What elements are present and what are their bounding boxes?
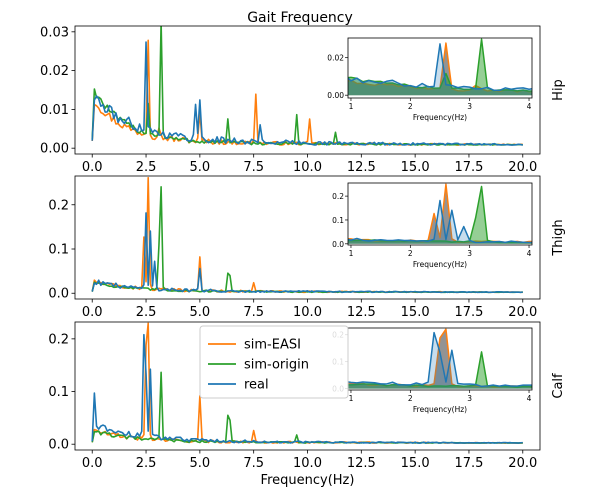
x-tick-label: 7.5 [243,305,264,320]
legend-label-sim-EASI: sim-EASI [244,338,301,353]
inset-x-tick-label: 4 [527,102,532,111]
inset-x-tick-label: 1 [349,249,354,258]
x-tick-label: 5.0 [190,456,211,471]
series-group [91,176,523,294]
x-tick-label: 7.5 [243,456,264,471]
inset-series-group [348,183,532,244]
y-tick-label: 0.2 [48,332,69,347]
inset-y-tick-label: 0.0 [332,240,344,249]
inset-x-tick-label: 3 [467,249,472,258]
x-tick-label: 12.5 [347,456,376,471]
inset-frame [347,37,533,99]
inset-line-real [348,199,532,244]
x-tick-label: 10.0 [293,305,322,320]
legend-label-real: real [244,378,269,393]
legend-box [199,325,349,399]
y-tick-label: 0.00 [40,142,69,157]
y-tick-label: 0.02 [40,64,69,79]
x-tick-label: 20.0 [508,160,537,175]
inset-x-tick-label: 3 [467,394,472,403]
inset-x-tick-label: 1 [349,394,354,403]
inset-y-tick-label: 0.2 [332,192,344,201]
figure-title: Gait Frequency [247,10,353,26]
y-tick-label: 0.0 [48,287,69,302]
x-tick-label: 7.5 [243,160,264,175]
inset-x-tick-label: 4 [527,249,532,258]
x-tick-label: 17.5 [454,305,483,320]
x-axis-label: Frequency(Hz) [261,473,355,488]
inset-x-axis-label: Frequency(Hz) [413,260,467,269]
inset-area-real [348,43,532,96]
inset-x-axis-label: Frequency(Hz) [413,113,467,122]
inset-x-tick-label: 4 [527,394,532,403]
inset-series-group [348,38,532,96]
inset-line-real [348,43,532,92]
y-tick-label: 0.0 [48,438,69,453]
x-tick-label: 10.0 [293,160,322,175]
x-tick-label: 2.5 [136,305,157,320]
inset-hip: 1 2 3 4 0.00 0.02 Frequency(Hz) [327,37,533,122]
x-tick-label: 12.5 [347,160,376,175]
panels: 0.0 2.5 5.0 7.5 10.0 12.5 15.0 17.5 20.00.000.01… [40,25,566,471]
x-tick-label: 15.0 [401,160,430,175]
inset-y-tick-label: 0.00 [327,91,344,100]
inset-area-real [348,332,532,389]
y-tick-label: 0.2 [48,198,69,213]
series-group [91,26,523,146]
x-tick-label: 0.0 [82,456,103,471]
series-line-real [91,333,523,444]
y-tick-label: 0.1 [48,243,69,258]
inset-line-sim-origin [348,351,532,389]
x-tick-label: 2.5 [136,456,157,471]
x-tick-label: 0.0 [82,305,103,320]
x-tick-label: 15.0 [401,456,430,471]
inset-line-sim-origin [348,38,532,92]
legend-label-sim-origin: sim-origin [244,358,309,373]
x-tick-label: 5.0 [190,305,211,320]
inset-x-axis-label: Frequency(Hz) [413,405,467,414]
inset-y-tick-label: 0.02 [327,54,344,63]
inset-area-real [348,200,532,244]
y-tick-label: 0.1 [48,385,69,400]
inset-y-tick-label: 0.1 [332,216,344,225]
x-tick-label: 5.0 [190,160,211,175]
x-tick-label: 20.0 [508,305,537,320]
inset-line-real [348,331,532,388]
x-tick-label: 10.0 [293,456,322,471]
series-line-real [91,41,523,146]
inset-frame [347,182,533,246]
inset-series-group [348,328,532,389]
inset-x-tick-label: 3 [467,102,472,111]
x-tick-label: 12.5 [347,305,376,320]
x-tick-label: 15.0 [401,305,430,320]
panel-thigh: 0.0 2.5 5.0 7.5 10.0 12.5 15.0 17.5 20.00.00.10.… [48,175,566,320]
inset-area-sim-EASI [348,329,532,389]
x-tick-label: 17.5 [454,160,483,175]
x-tick-label: 20.0 [508,456,537,471]
legend: sim-EASI sim-origin real [199,325,349,399]
inset-x-tick-label: 2 [408,102,413,111]
inset-x-tick-label: 1 [349,102,354,111]
row-label: Thigh [551,219,566,256]
series-group [91,322,523,444]
y-tick-label: 0.01 [40,103,69,118]
row-label: Hip [551,79,566,101]
row-label: Calf [551,373,566,399]
panel-calf: 0.0 2.5 5.0 7.5 10.0 12.5 15.0 17.5 20.0 0.0 0.1 0.… [48,321,566,471]
series-line-real [91,212,523,294]
inset-x-tick-label: 2 [408,249,413,258]
x-tick-label: 0.0 [82,160,103,175]
y-tick-label: 0.03 [40,25,69,40]
x-tick-label: 17.5 [454,456,483,471]
x-tick-label: 2.5 [136,160,157,175]
inset-x-tick-label: 2 [408,394,413,403]
inset-thigh: 1 2 3 4 0.0 0.1 0.2 Frequency(Hz) [332,182,533,269]
panel-hip: 0.0 2.5 5.0 7.5 10.0 12.5 15.0 17.5 20.0 0.00 0.01… [40,25,566,175]
